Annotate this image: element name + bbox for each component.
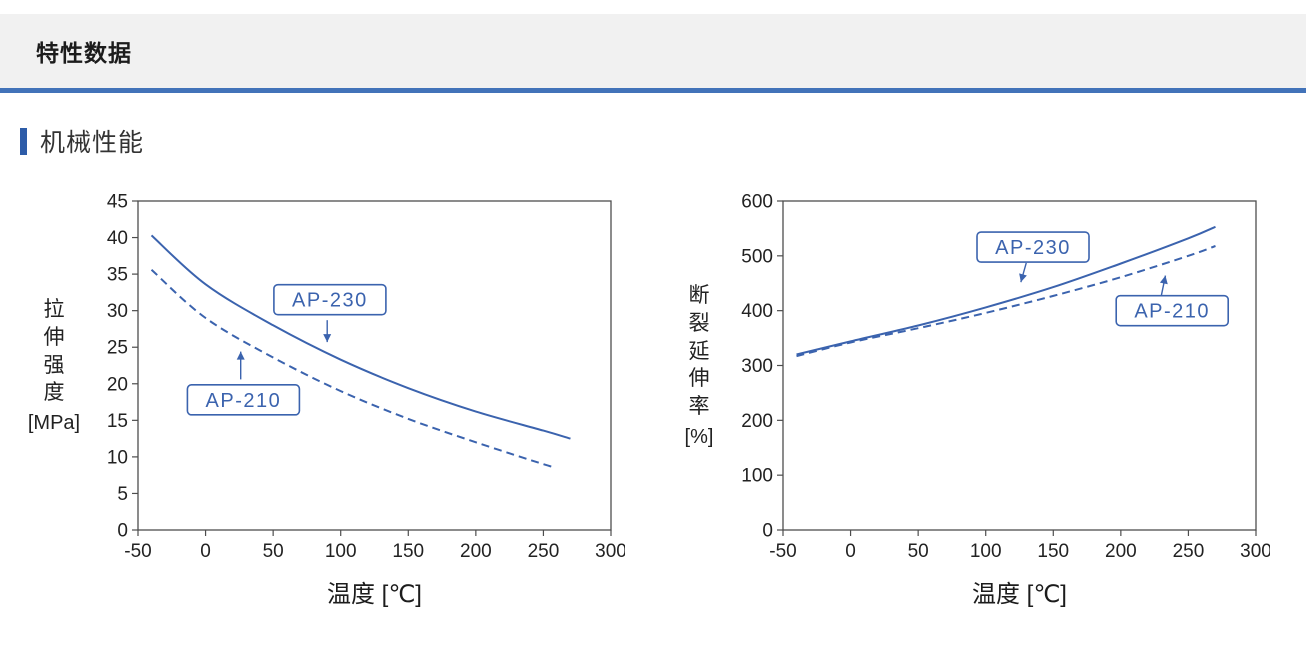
- x-tick-label: 0: [200, 541, 211, 562]
- annotation-arrowhead: [236, 351, 245, 360]
- charts-row: 拉伸强度 [MPa] -50 0 50 100 150 200 250 300 0 5 10 15 20 25…: [0, 183, 1306, 618]
- x-axis-title: 温度 [℃]: [972, 581, 1067, 608]
- annotation-text: AP-210: [1134, 301, 1210, 323]
- x-tick-label: 150: [1037, 541, 1069, 562]
- chart-elongation: 断裂延伸率 [%] -50 0 50 100 150 200 250 300 0 100 200 300 4…: [673, 183, 1270, 618]
- chart-svg: -50 0 50 100 150 200 250 300051015202530354045温…: [107, 192, 625, 609]
- y-tick-label: 25: [107, 338, 128, 359]
- x-tick-label: 200: [460, 541, 492, 562]
- series-line-AP-230: [796, 225, 1216, 356]
- y-axis-title-char: 强: [43, 353, 65, 377]
- y-tick-label: 15: [107, 411, 128, 432]
- y-tick-label: 0: [117, 521, 128, 542]
- annotation-AP-210: AP-210: [186, 351, 301, 416]
- y-tick-label: 5: [117, 484, 128, 505]
- page-title: 特性数据: [36, 40, 132, 66]
- x-tick-label: 300: [1240, 541, 1270, 562]
- y-tick-label: 500: [741, 246, 773, 267]
- subsection-heading: 机械性能: [20, 123, 1306, 159]
- y-axis-title: 拉伸强度 [MPa]: [28, 183, 80, 618]
- x-tick-label: 0: [845, 541, 856, 562]
- series-line-AP-210: [796, 245, 1216, 358]
- y-axis-unit: [%]: [684, 425, 714, 448]
- y-tick-label: 100: [741, 466, 773, 487]
- y-axis-title-char: 伸: [43, 325, 65, 349]
- y-tick-label: 20: [107, 374, 128, 395]
- x-tick-label: 150: [392, 541, 424, 562]
- x-tick-label: -50: [124, 541, 151, 562]
- annotation-box: [976, 231, 1090, 263]
- annotation-AP-210: AP-210: [1115, 275, 1230, 327]
- annotation-text: AP-210: [206, 390, 282, 412]
- annotation-box: [1115, 294, 1230, 327]
- y-tick-label: 10: [107, 447, 128, 468]
- y-tick-label: 30: [107, 301, 128, 322]
- x-tick-label: 200: [1105, 541, 1137, 562]
- y-axis-title-char: 伸: [688, 367, 710, 391]
- x-tick-label: 300: [595, 541, 625, 562]
- y-axis-title-char: 断: [688, 284, 710, 308]
- x-tick-label: -50: [769, 541, 796, 562]
- y-tick-label: 45: [107, 192, 128, 213]
- annotation-text: AP-230: [292, 290, 368, 312]
- y-axis-title-char: 拉: [43, 298, 65, 322]
- annotation-box: [186, 384, 301, 416]
- annotation-AP-230: AP-230: [273, 283, 387, 343]
- y-tick-label: 400: [741, 301, 773, 322]
- annotation-text: AP-230: [995, 237, 1071, 259]
- annotation-AP-230: AP-230: [976, 231, 1090, 283]
- x-tick-label: 100: [325, 541, 357, 562]
- chart-svg: -50 0 50 100 150 200 250 3000100200300400500600…: [741, 192, 1270, 609]
- series-line-AP-230: [150, 234, 571, 440]
- annotation-arrowhead: [1019, 273, 1027, 283]
- y-axis-title-char: 裂: [688, 311, 710, 335]
- annotation-arrowhead: [323, 334, 332, 343]
- y-axis-title-char: 率: [688, 395, 710, 419]
- y-tick-label: 600: [741, 192, 773, 213]
- y-tick-label: 300: [741, 356, 773, 377]
- subsection-title: 机械性能: [40, 129, 145, 157]
- y-axis-unit: [MPa]: [27, 411, 81, 434]
- annotation-box: [273, 283, 387, 316]
- x-tick-label: 250: [1173, 541, 1205, 562]
- x-tick-label: 50: [908, 541, 929, 562]
- page: 特性数据 机械性能 拉伸强度 [MPa] -50 0 50 100 150 200 250 300…: [0, 14, 1306, 618]
- annotation-arrowhead: [1159, 275, 1168, 285]
- x-axis-title: 温度 [℃]: [327, 581, 422, 608]
- y-tick-label: 0: [762, 521, 773, 542]
- section-header-bar: 特性数据: [0, 14, 1306, 93]
- plot-frame: [137, 200, 612, 531]
- y-tick-label: 200: [741, 411, 773, 432]
- heading-accent-bar: [20, 127, 27, 155]
- y-tick-label: 35: [107, 265, 128, 286]
- y-axis-title-char: 延: [688, 339, 710, 363]
- y-axis-title: 断裂延伸率 [%]: [673, 183, 725, 618]
- y-axis-title-char: 度: [43, 381, 65, 405]
- y-tick-label: 40: [107, 228, 128, 249]
- x-tick-label: 250: [528, 541, 560, 562]
- x-tick-label: 100: [970, 541, 1002, 562]
- chart-tensile-strength: 拉伸强度 [MPa] -50 0 50 100 150 200 250 300 0 5 10 15 20 25…: [28, 183, 625, 618]
- x-tick-label: 50: [263, 541, 284, 562]
- series-line-AP-210: [150, 268, 555, 469]
